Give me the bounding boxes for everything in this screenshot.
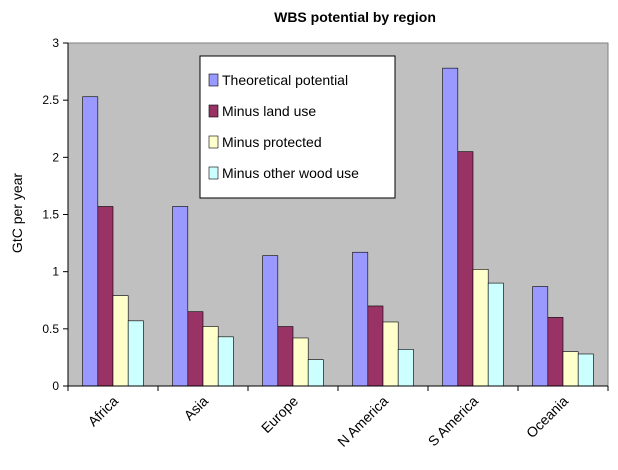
chart-title: WBS potential by region [274, 9, 436, 25]
legend: Theoretical potential Minus land use Minus… [199, 55, 396, 199]
bar-s-america-3 [472, 269, 489, 387]
x-tick-label: Europe [258, 393, 301, 436]
bar-asia-1 [172, 206, 189, 387]
x-tick-label: Asia [181, 393, 212, 424]
y-axis-label: GtC per year [9, 173, 25, 253]
bar-europe-3 [292, 337, 309, 387]
bar-africa-4 [127, 320, 144, 387]
bar-oceania-1 [532, 286, 549, 387]
x-tick-label: Africa [84, 393, 121, 430]
bar-oceania-2 [547, 317, 564, 387]
bar-asia-2 [187, 311, 204, 387]
bar-n-america-3 [382, 321, 399, 387]
bar-s-america-2 [457, 151, 474, 387]
bar-s-america-4 [487, 282, 504, 387]
bars-group [82, 67, 594, 387]
bar-s-america-1 [442, 67, 459, 387]
bar-africa-2 [97, 206, 114, 387]
legend-swatch [208, 104, 219, 118]
y-tick-label: 0.5 [42, 322, 59, 336]
bar-europe-2 [277, 326, 294, 387]
bar-africa-1 [82, 96, 99, 387]
x-tick-label: Oceania [523, 393, 571, 441]
legend-box [199, 55, 396, 199]
legend-label: Minus other wood use [222, 165, 359, 181]
y-tick-label: 0 [52, 379, 59, 393]
bar-europe-4 [307, 359, 324, 387]
bar-oceania-4 [577, 353, 594, 387]
y-tick-label: 3 [52, 36, 59, 50]
y-tick-label: 2 [52, 150, 59, 164]
bar-n-america-2 [367, 305, 384, 387]
legend-label: Theoretical potential [222, 72, 348, 88]
x-axis: Africa Asia Europe N America S America Oceani… [67, 385, 609, 450]
y-tick-label: 2.5 [42, 93, 59, 107]
legend-swatch [208, 166, 219, 180]
legend-swatch [208, 135, 219, 149]
legend-swatch [208, 73, 219, 87]
x-tick-label: N America [334, 393, 391, 450]
legend-label: Minus protected [222, 134, 322, 150]
bar-n-america-1 [352, 251, 369, 387]
bar-n-america-4 [397, 349, 414, 387]
bar-asia-3 [202, 326, 219, 387]
y-tick-label: 1.5 [42, 208, 59, 222]
legend-label: Minus land use [222, 103, 316, 119]
bar-oceania-3 [562, 351, 579, 387]
bar-asia-4 [217, 336, 234, 387]
y-tick-label: 1 [52, 265, 59, 279]
y-axis: 0 0.5 1 1.5 2 2.5 3 [42, 36, 69, 393]
bar-europe-1 [262, 255, 279, 387]
x-tick-label: S America [425, 393, 482, 450]
bar-africa-3 [112, 295, 129, 387]
